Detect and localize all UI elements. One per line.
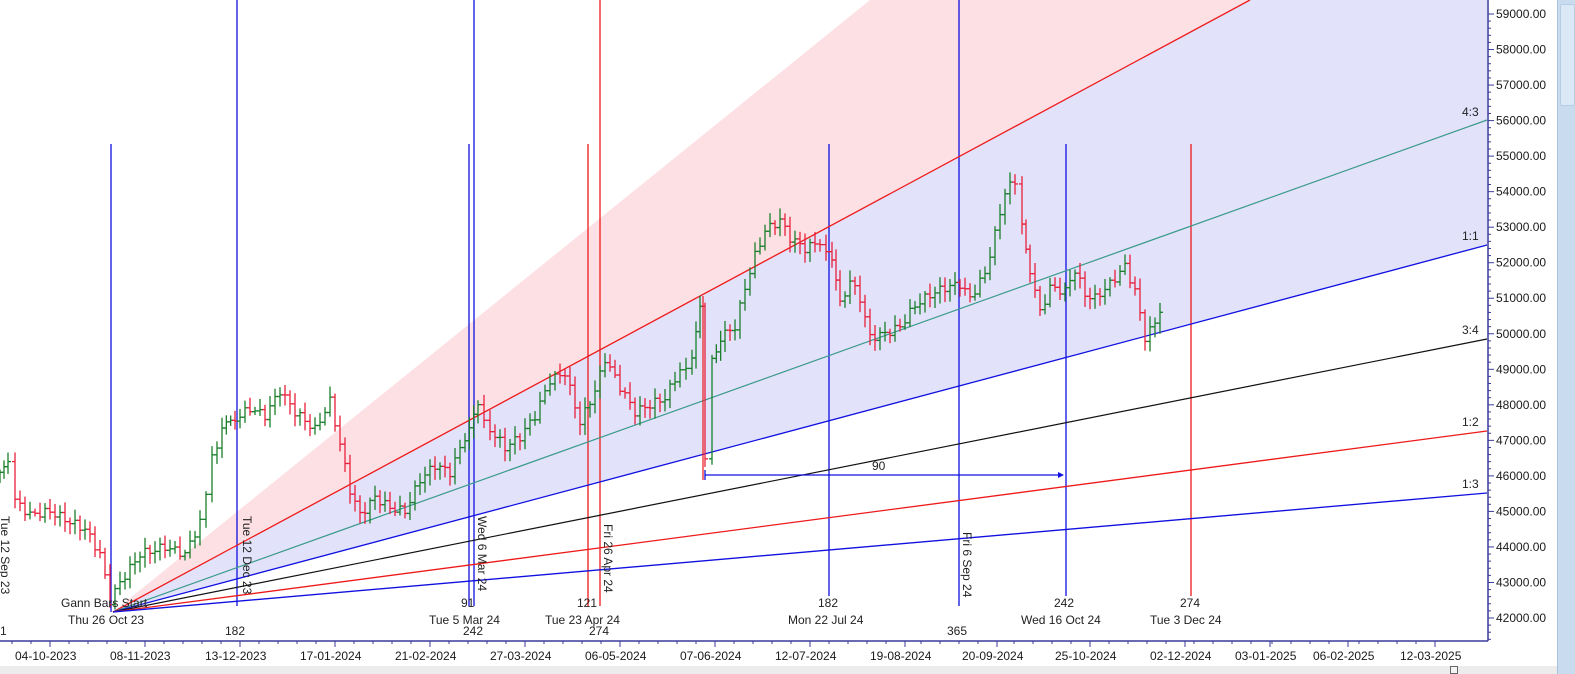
x-tick-label: 04-10-2023 — [15, 649, 77, 663]
date-mon-22-jul-24: Mon 22 Jul 24 — [788, 613, 864, 627]
count-274-dec: 274 — [1180, 596, 1200, 610]
count-1: 1 — [0, 624, 7, 638]
y-axis[interactable]: 59000.00 58000.00 57000.00 56000.00 55000.00… — [1488, 7, 1546, 640]
angle-label-1-2: 1:2 — [1462, 415, 1479, 429]
y-tick-label: 45000.00 — [1496, 504, 1546, 518]
y-tick-label: 48000.00 — [1496, 398, 1546, 412]
count-91: 91 — [461, 596, 475, 610]
cycle-lines — [110, 0, 1192, 612]
count-242-mar: 242 — [463, 624, 483, 638]
y-tick-label: 56000.00 — [1496, 114, 1546, 128]
angle-label-1-1: 1:1 — [1462, 229, 1479, 243]
y-tick-label: 58000.00 — [1496, 43, 1546, 57]
x-tick-label: 08-11-2023 — [110, 649, 171, 663]
y-tick-label: 52000.00 — [1496, 256, 1546, 270]
x-tick-label: 27-03-2024 — [490, 649, 552, 663]
angle-label-1-3: 1:3 — [1462, 477, 1479, 491]
fan-line-2x1 — [112, 0, 1251, 613]
vertical-date-labels: Tue 12 Sep 23 Tue 12 Dec 23 Wed 6 Mar 24… — [0, 516, 974, 598]
x-tick-label: 02-12-2024 — [1150, 649, 1212, 663]
y-tick-label: 42000.00 — [1496, 611, 1546, 625]
cycle-count-labels: Gann Bars Start Thu 26 Oct 23 1 182 91 T… — [0, 596, 1222, 638]
vlabel-tue-12-sep-23: Tue 12 Sep 23 — [0, 516, 12, 595]
vlabel-wed-6-mar-24: Wed 6 Mar 24 — [475, 516, 489, 591]
vlabel-fri-26-apr-24: Fri 26 Apr 24 — [601, 524, 615, 593]
horizontal-scroll-area[interactable] — [0, 666, 1557, 674]
vertical-scrollbar[interactable] — [1557, 0, 1575, 674]
fan-line-1x1 — [112, 244, 1488, 613]
fan-fill-lavender — [113, 0, 1487, 612]
x-tick-label: 21-02-2024 — [395, 649, 457, 663]
y-tick-label: 53000.00 — [1496, 220, 1546, 234]
horizontal-scroll-handle[interactable] — [1450, 666, 1458, 674]
y-tick-label: 46000.00 — [1496, 469, 1546, 483]
x-tick-label: 12-07-2024 — [775, 649, 837, 663]
x-tick-label: 12-03-2025 — [1400, 649, 1462, 663]
y-tick-label: 57000.00 — [1496, 78, 1546, 92]
vlabel-fri-6-sep-24: Fri 6 Sep 24 — [960, 532, 974, 598]
x-tick-label: 13-12-2023 — [205, 649, 267, 663]
y-tick-label: 43000.00 — [1496, 575, 1546, 589]
date-tue-5-mar-24: Tue 5 Mar 24 — [429, 613, 500, 627]
date-tue-23-apr-24: Tue 23 Apr 24 — [545, 613, 620, 627]
x-axis[interactable]: 04-10-2023 08-11-2023 13-12-2023 17-01-2024… — [11, 641, 1462, 663]
fan-line-4x3 — [112, 119, 1488, 613]
count-274-apr: 274 — [589, 624, 609, 638]
x-tick-label: 25-10-2024 — [1055, 649, 1117, 663]
y-tick-label: 47000.00 — [1496, 433, 1546, 447]
x-tick-label: 06-05-2024 — [585, 649, 647, 663]
x-tick-label: 07-06-2024 — [680, 649, 742, 663]
chart-canvas[interactable]: 90 4:3 1:1 3:4 1:2 1:3 Tue 12 Sep 23 Tue… — [0, 0, 1557, 666]
y-tick-label: 49000.00 — [1496, 362, 1546, 376]
count-121: 121 — [577, 596, 597, 610]
x-tick-label: 03-01-2025 — [1235, 649, 1297, 663]
count-182-jul: 182 — [818, 596, 838, 610]
date-wed-16-oct-24: Wed 16 Oct 24 — [1021, 613, 1101, 627]
fan-line-1x2 — [112, 430, 1488, 613]
date-tue-3-dec-24: Tue 3 Dec 24 — [1150, 613, 1222, 627]
gann-fan-lines — [112, 0, 1488, 613]
y-tick-label: 54000.00 — [1496, 185, 1546, 199]
count-242-oct: 242 — [1054, 596, 1074, 610]
gann-start-date: Thu 26 Oct 23 — [68, 613, 144, 627]
measure-tool[interactable]: 90 — [702, 296, 1064, 480]
measure-label: 90 — [872, 459, 886, 473]
y-tick-label: 51000.00 — [1496, 291, 1546, 305]
fan-angle-labels: 4:3 1:1 3:4 1:2 1:3 — [1462, 105, 1479, 491]
scrollbar-thumb[interactable] — [1560, 4, 1575, 106]
count-365: 365 — [947, 624, 967, 638]
x-tick-label: 17-01-2024 — [300, 649, 362, 663]
x-tick-label: 19-08-2024 — [870, 649, 932, 663]
y-tick-label: 55000.00 — [1496, 149, 1546, 163]
x-tick-label: 06-02-2025 — [1313, 649, 1375, 663]
price-bars — [0, 172, 1163, 610]
count-182-dec: 182 — [225, 624, 245, 638]
vlabel-tue-12-dec-23: Tue 12 Dec 23 — [240, 516, 254, 595]
y-tick-label: 59000.00 — [1496, 7, 1546, 21]
angle-label-3-4: 3:4 — [1462, 323, 1479, 337]
angle-label-4-3: 4:3 — [1462, 105, 1479, 119]
y-tick-label: 44000.00 — [1496, 540, 1546, 554]
fan-line-1x3 — [112, 492, 1488, 613]
y-tick-label: 50000.00 — [1496, 327, 1546, 341]
x-tick-label: 20-09-2024 — [962, 649, 1024, 663]
gann-start-label: Gann Bars Start — [61, 596, 148, 610]
